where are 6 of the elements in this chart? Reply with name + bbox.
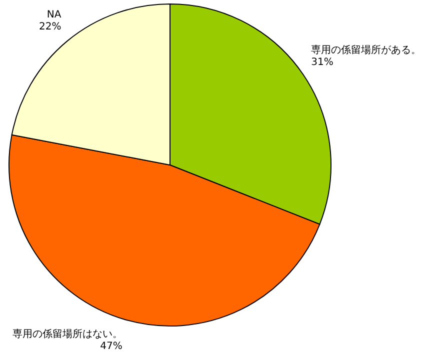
slice-label: NA [46,10,62,21]
data-label: 22% [38,22,62,33]
data-label: 47% [100,341,122,352]
data-label: 31% [311,57,334,68]
slice-label: 専用の係留場所はない。 [12,328,122,340]
slice-label: 専用の係留場所がある。 [311,44,422,56]
